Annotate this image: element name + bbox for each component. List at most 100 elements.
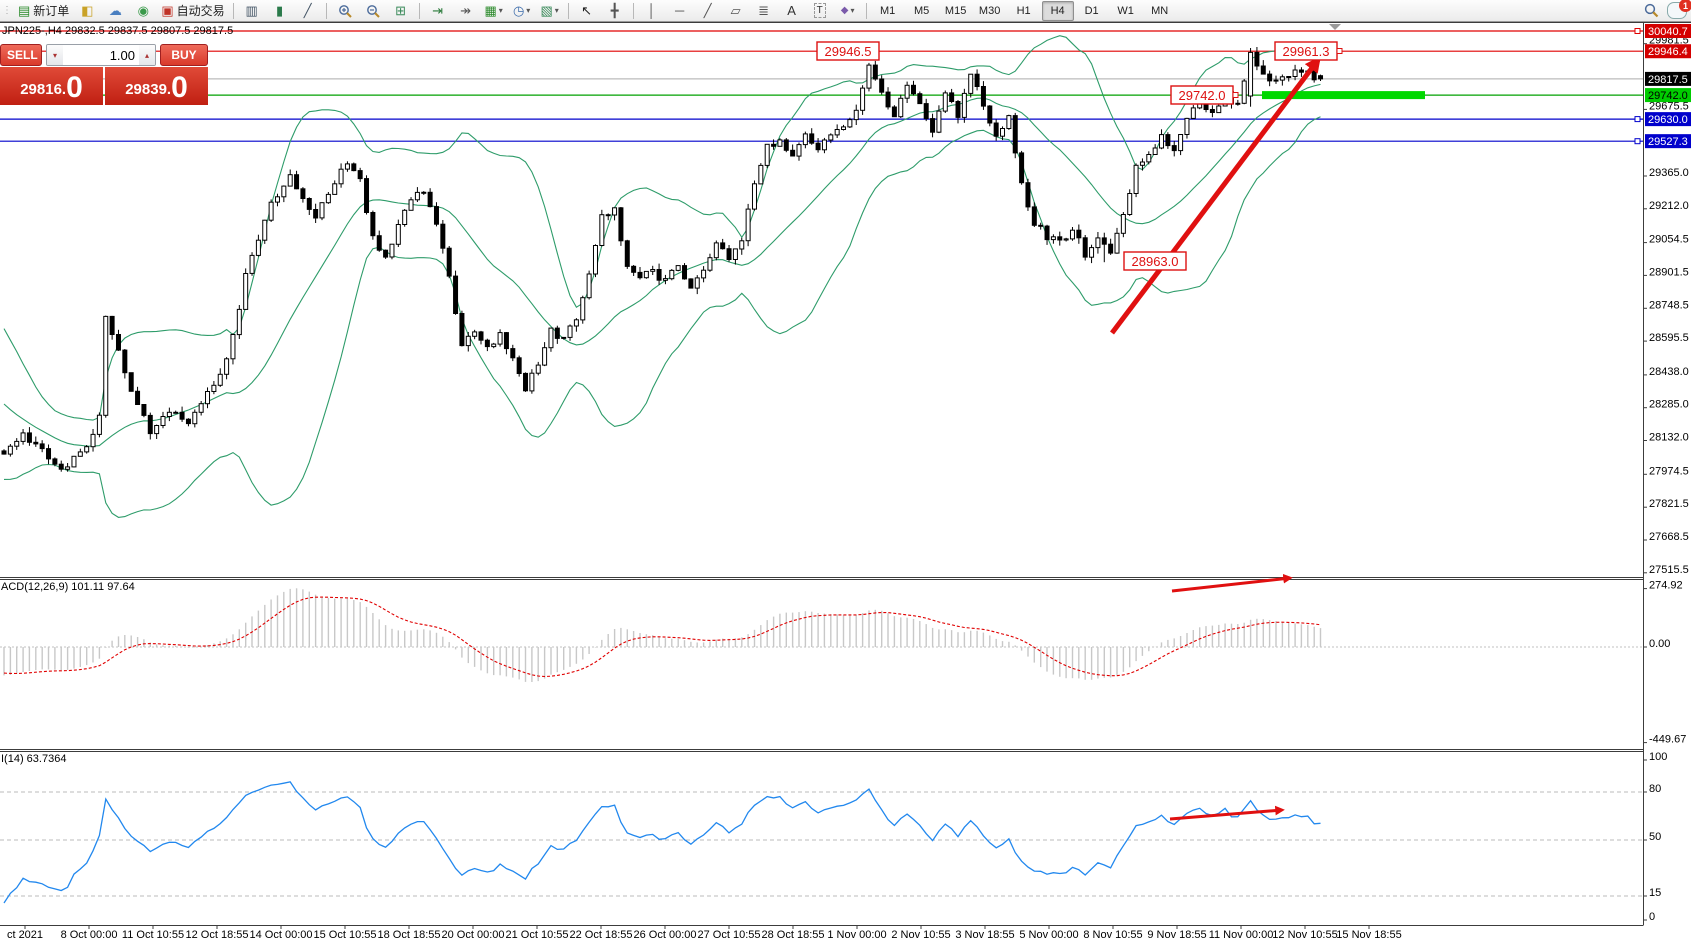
fibonacci-icon: ≣ <box>758 3 770 18</box>
level-price-label <box>1645 44 1691 59</box>
tile-windows-icon: ⊞ <box>395 3 407 18</box>
candlesticks <box>1 47 1324 472</box>
chart-shift-icon: ⇥ <box>432 3 444 18</box>
volume-input[interactable] <box>63 45 139 65</box>
new-order-icon: ▤ <box>18 3 31 18</box>
bar-chart-button[interactable]: ▥ <box>239 1 265 21</box>
price-tick-label: 28901.5 <box>1649 266 1689 278</box>
timeframe-button-m1[interactable]: M1 <box>879 4 896 17</box>
profile-button[interactable]: ◧ <box>74 1 100 21</box>
toolbar-separator <box>567 2 569 19</box>
horizontal-line-tool-button[interactable]: ─ <box>667 1 693 21</box>
svg-text:30040.7: 30040.7 <box>1648 26 1688 38</box>
bar-chart-icon: ▥ <box>245 3 258 18</box>
community-button[interactable]: ☁ <box>102 1 128 21</box>
zoom-in-button[interactable] <box>332 1 358 21</box>
level-price-label <box>1645 24 1691 38</box>
trend-arrow-2[interactable] <box>1171 573 1293 593</box>
price-tick-label: 29212.0 <box>1649 200 1689 212</box>
zoom-out-button[interactable] <box>360 1 386 21</box>
toolbar-separator <box>865 2 867 19</box>
timeframe-button-w1[interactable]: W1 <box>1117 4 1134 17</box>
trend-arrow-3[interactable] <box>1169 805 1285 821</box>
new-chart-dropdown[interactable]: ▦ ▾ <box>481 1 507 21</box>
level-price-label <box>1645 112 1691 127</box>
time-tick-label: 14 Oct 00:00 <box>250 929 313 940</box>
text-tool-button[interactable]: A <box>779 1 805 21</box>
price-tick-label: 0.00 <box>1649 638 1670 650</box>
line-chart-button[interactable]: ╱ <box>295 1 321 21</box>
price-tick-label: 28595.5 <box>1649 332 1689 344</box>
buy-button[interactable]: BUY <box>160 44 208 66</box>
indicators-icon: ▧ <box>540 3 553 18</box>
cursor-tool-button[interactable]: ↖ <box>574 1 600 21</box>
time-tick-label: 18 Oct 18:55 <box>378 929 441 940</box>
vertical-line-tool-button[interactable]: │ <box>639 1 665 21</box>
chart-shift-marker[interactable] <box>1329 24 1341 30</box>
price-tick-label: 28748.5 <box>1649 299 1689 311</box>
timeframe-button-h1[interactable]: H1 <box>1016 4 1031 17</box>
timeframe-group: M1 M5 M15 M30 H1 H4 D1 W1 MN <box>871 0 1177 21</box>
trendline-tool-button[interactable]: ╱ <box>695 1 721 21</box>
crosshair-icon: ╋ <box>610 3 619 18</box>
signals-button[interactable]: ◉ <box>130 1 156 21</box>
rsi-line <box>3 781 1321 904</box>
time-tick-label: 3 Nov 18:55 <box>955 929 1014 940</box>
new-chart-icon: ▦ <box>484 3 497 18</box>
toolbar-separator <box>232 2 234 19</box>
buy-price-main: 29839. <box>125 81 172 98</box>
timeframe-button-m5[interactable]: M5 <box>913 4 930 17</box>
time-tick-label: 22 Oct 18:55 <box>570 929 633 940</box>
timeframe-button-mn[interactable]: MN <box>1151 4 1169 17</box>
toolbar-separator <box>632 2 634 19</box>
auto-scroll-button[interactable]: ↠ <box>453 1 479 21</box>
time-tick-label: 5 Nov 00:00 <box>1019 929 1078 940</box>
price-tick-label: 27515.5 <box>1649 564 1689 576</box>
tile-windows-button[interactable]: ⊞ <box>388 1 414 21</box>
time-tick-label: 1 Nov 00:00 <box>827 929 886 940</box>
periods-dropdown[interactable]: ◷ ▾ <box>509 1 535 21</box>
volume-increase-button[interactable]: ▴ <box>139 45 155 65</box>
time-tick-label: 9 Nov 18:55 <box>1147 929 1206 940</box>
trend-arrow-1[interactable] <box>1110 56 1321 335</box>
text-label-tool-button[interactable]: T <box>807 1 833 21</box>
autotrading-button[interactable]: ▣ 自动交易 <box>158 1 227 21</box>
channel-tool-button[interactable]: ▱ <box>723 1 749 21</box>
level-price-label <box>1645 134 1691 149</box>
time-tick-label: 12 Nov 10:55 <box>1272 929 1337 940</box>
price-tick-label: 27668.5 <box>1649 531 1689 543</box>
notification-badge: 1 <box>1679 0 1691 12</box>
svg-text:28963.0: 28963.0 <box>1132 254 1179 269</box>
price-annotation[interactable]: 29946.5 <box>816 41 880 61</box>
svg-text:29527.3: 29527.3 <box>1648 136 1688 148</box>
time-tick-label: 27 Oct 10:55 <box>698 929 761 940</box>
timeframe-button-m15[interactable]: M15 <box>944 4 967 17</box>
price-annotation[interactable]: 29742.0 <box>1170 85 1239 105</box>
svg-text:29630.0: 29630.0 <box>1648 114 1688 126</box>
buy-price[interactable]: 29839. 0 <box>105 67 208 105</box>
support-zone[interactable] <box>1262 91 1425 100</box>
volume-decrease-button[interactable]: ▾ <box>47 45 63 65</box>
search-icon[interactable] <box>1644 3 1659 18</box>
timeframe-button-m30[interactable]: M30 <box>978 4 1001 17</box>
crosshair-tool-button[interactable]: ╋ <box>602 1 628 21</box>
new-order-label: 新订单 <box>33 4 70 18</box>
sell-price[interactable]: 29816. 0 <box>0 67 103 105</box>
price-annotation[interactable]: 29961.3 <box>1274 41 1343 61</box>
chat-icon[interactable]: 1 <box>1667 0 1691 19</box>
timeframe-button-h4[interactable]: H4 <box>1041 0 1074 21</box>
chevron-down-icon: ▾ <box>526 6 531 15</box>
shapes-dropdown[interactable]: ◆ ▾ <box>835 1 861 21</box>
indicators-dropdown[interactable]: ▧ ▾ <box>537 1 563 21</box>
new-order-button[interactable]: ▤ 新订单 <box>15 1 72 21</box>
candlestick-chart-button[interactable]: ▮ <box>267 1 293 21</box>
svg-text:29742.0: 29742.0 <box>1179 88 1226 103</box>
chart-shift-button[interactable]: ⇥ <box>425 1 451 21</box>
price-annotation[interactable]: 28963.0 <box>1123 251 1187 271</box>
fibonacci-tool-button[interactable]: ≣ <box>751 1 777 21</box>
sell-button[interactable]: SELL <box>0 44 42 66</box>
timeframe-button-d1[interactable]: D1 <box>1084 4 1099 17</box>
chevron-down-icon: ▾ <box>554 6 559 15</box>
toolbar-right: 1 <box>1644 0 1691 19</box>
